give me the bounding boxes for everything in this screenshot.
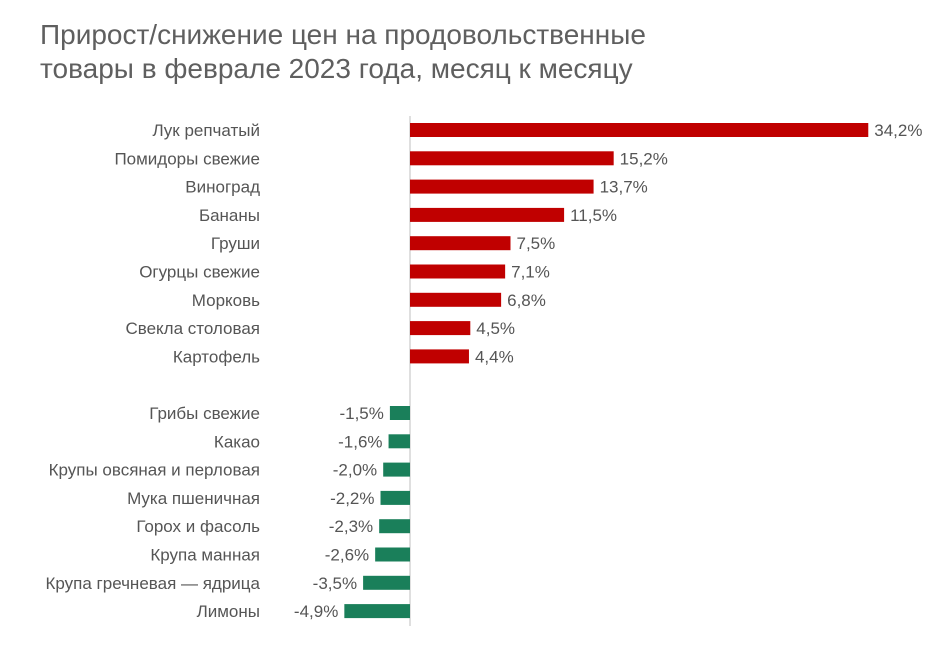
category-label-5: Огурцы свежие [139,263,260,282]
value-label-13: -2,3% [329,517,373,536]
category-label-8: Картофель [173,347,260,366]
category-label-0: Лук репчатый [152,121,260,140]
category-label-4: Груши [211,234,260,253]
value-label-8: 4,4% [475,347,514,366]
value-label-9: -1,5% [339,404,383,423]
value-label-0: 34,2% [874,121,922,140]
bar-1 [410,151,614,166]
value-label-10: -1,6% [338,432,382,451]
category-label-3: Бананы [199,206,260,225]
category-label-12: Мука пшеничная [127,489,260,508]
value-label-12: -2,2% [330,489,374,508]
bar-11 [383,462,410,477]
bar-9 [389,406,410,420]
bar-5 [410,264,506,279]
bar-10 [388,434,410,449]
category-label-14: Крупа манная [150,546,260,565]
category-label-2: Виноград [185,178,260,197]
bar-16 [344,604,410,619]
bar-8 [410,349,469,364]
value-label-7: 4,5% [476,319,515,338]
bar-13 [379,519,410,534]
bar-4 [410,236,511,251]
bar-12 [380,490,410,505]
bar-0 [410,123,869,137]
value-label-15: -3,5% [313,574,357,593]
bar-15 [363,575,410,590]
value-label-16: -4,9% [294,602,338,621]
value-label-4: 7,5% [517,234,556,253]
bar-14 [375,547,410,562]
bar-6 [410,292,502,307]
bar-7 [410,321,471,336]
category-label-7: Свекла столовая [125,319,260,338]
value-label-1: 15,2% [620,149,668,168]
category-label-15: Крупа гречневая — ядрица [45,574,260,593]
value-label-11: -2,0% [333,461,377,480]
category-label-9: Грибы свежие [149,404,260,423]
bar-2 [410,179,594,194]
chart-title-line-2: товары в феврале 2023 года, месяц к меся… [40,53,633,84]
value-label-6: 6,8% [507,291,546,310]
category-label-1: Помидоры свежие [114,149,260,168]
value-label-14: -2,6% [325,546,369,565]
category-label-13: Горох и фасоль [136,517,260,536]
value-label-3: 11,5% [570,206,617,225]
chart-title: Прирост/снижение цен на продовольственны… [40,18,920,86]
category-label-10: Какао [214,432,260,451]
value-label-2: 13,7% [600,178,648,197]
category-label-6: Морковь [192,291,260,310]
bar-3 [410,207,565,222]
chart-title-line-1: Прирост/снижение цен на продовольственны… [40,19,646,50]
category-label-16: Лимоны [197,602,260,621]
category-label-11: Крупы овсяная и перловая [49,461,260,480]
value-label-5: 7,1% [511,263,550,282]
